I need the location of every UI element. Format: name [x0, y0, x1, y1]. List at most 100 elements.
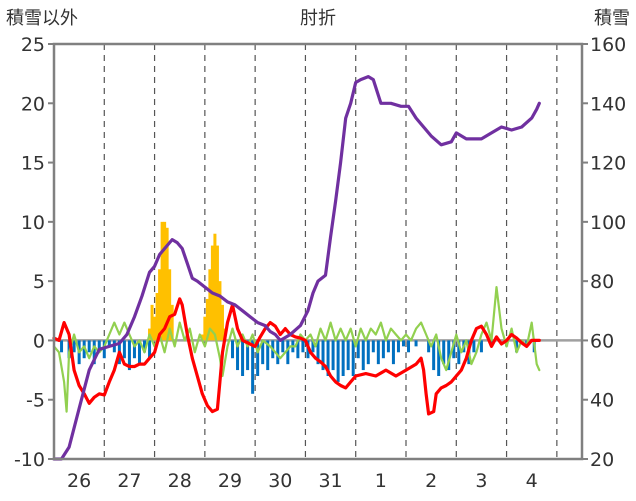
- left-tick-label-0: 25: [21, 34, 45, 56]
- x-tick-label-29: 29: [218, 470, 242, 492]
- snow_change-bar-7: [97, 340, 101, 353]
- snow_change-bar-68: [515, 340, 519, 353]
- left-axis-ticks: 25 20 15 10 5 0 -5 -10: [14, 34, 54, 471]
- snow_change-bar-23: [256, 340, 260, 376]
- plot-border: [52, 42, 584, 461]
- precipitation-bar-4: [158, 269, 162, 341]
- snow_change-bar-22: [251, 340, 255, 394]
- snow_change-bar-34: [311, 340, 315, 353]
- precipitation-bar-17: [218, 281, 222, 341]
- snow_change-bar-61: [457, 340, 461, 365]
- precipitation-bar-6: [163, 221, 167, 341]
- precipitation-bar-10: [200, 334, 204, 341]
- snow_change-bar-28: [281, 340, 285, 353]
- right-tick-label-5: 60: [590, 330, 614, 352]
- snow_change-bar-25: [266, 340, 270, 371]
- snow_change-bar-32: [301, 340, 305, 353]
- precipitation-bar-9: [170, 304, 174, 341]
- snow_change-bar-13: [127, 340, 131, 371]
- snow_change-bar-20: [241, 340, 245, 376]
- snow_change-bar-27: [276, 340, 280, 365]
- snow_change-bar-51: [396, 340, 400, 353]
- snow_change-bar-31: [296, 340, 300, 359]
- precipitation-bar-7: [165, 227, 169, 341]
- snow_change-bar-5: [87, 340, 91, 353]
- snow_change-bar-24: [261, 340, 265, 365]
- precipitation-bar-3: [155, 293, 159, 341]
- snow_change-bar-15: [137, 340, 141, 365]
- x-tick-label-27: 27: [117, 470, 141, 492]
- snow_change-bar-58: [442, 340, 446, 365]
- precipitation-bar-13: [208, 269, 212, 341]
- x-tick-label-1: 1: [375, 470, 387, 492]
- x-tick-label-31: 31: [318, 470, 342, 492]
- left-tick-label-1: 20: [21, 93, 45, 115]
- snow_depth-line: [52, 75, 541, 461]
- snow_change-bar-54: [414, 340, 418, 347]
- snow_change-bar-65: [479, 340, 483, 353]
- snow_change-bar-59: [447, 340, 451, 371]
- snow_change-bar-19: [236, 340, 240, 371]
- precipitation-bar-12: [205, 298, 209, 341]
- snow_change-bar-41: [346, 340, 350, 371]
- snow_change-bar-60: [452, 340, 456, 359]
- snow_change-bar-49: [386, 340, 390, 353]
- snow_change-bar-18: [231, 340, 235, 359]
- right-tick-label-0: 160: [590, 34, 626, 56]
- x-tick-label-2: 2: [425, 470, 437, 492]
- snow_change-bar-42: [351, 340, 355, 376]
- snow_change-bar-0: [60, 340, 64, 353]
- line-layer: [52, 75, 541, 461]
- precipitation-bar-11: [203, 316, 207, 341]
- left-axis-title: 積雪以外: [6, 8, 78, 29]
- x-tick-label-28: 28: [168, 470, 192, 492]
- snow_change-bar-6: [92, 340, 96, 365]
- snow_change-bar-21: [246, 340, 250, 371]
- left-tick-label-4: 5: [33, 271, 45, 293]
- snow_change-bar-37: [326, 340, 330, 376]
- snow_change-bar-64: [472, 340, 476, 353]
- right-tick-label-6: 40: [590, 390, 614, 412]
- snow_change-bar-56: [432, 340, 436, 371]
- snow_change-bar-16: [143, 340, 147, 353]
- snow_change-bar-46: [371, 340, 375, 353]
- snow_change-bar-57: [437, 340, 441, 376]
- temperature-line: [52, 297, 541, 416]
- snow_change-bar-9: [107, 340, 111, 347]
- right-tick-label-4: 80: [590, 271, 614, 293]
- snow_change-bar-52: [401, 340, 405, 347]
- precipitation-bar-16: [215, 245, 219, 341]
- snow_change-bar-43: [356, 340, 360, 359]
- snow_change-bar-2: [72, 340, 76, 353]
- snow_change-bar-44: [361, 340, 365, 371]
- x-axis-ticks: 26 27 28 29 30 31 1 2 3 4: [67, 470, 538, 492]
- left-tick-label-7: -10: [14, 449, 45, 471]
- right-tick-label-1: 140: [590, 93, 626, 115]
- precipitation-bar-1: [150, 304, 154, 341]
- plot-frame: [52, 42, 584, 461]
- snow_change-bar-50: [391, 340, 395, 365]
- right-tick-label-7: 20: [590, 449, 614, 471]
- right-tick-label-2: 120: [590, 153, 626, 175]
- left-tick-label-5: 0: [33, 330, 45, 352]
- left-tick-label-2: 15: [21, 153, 45, 175]
- precipitation-bar-18: [220, 304, 224, 341]
- x-tick-label-3: 3: [475, 470, 487, 492]
- snow_change-bar-36: [321, 340, 325, 371]
- snow_change-bar-53: [407, 340, 411, 353]
- snow_change-bar-39: [336, 340, 340, 382]
- snow_change-bar-14: [132, 340, 136, 359]
- snow_change-bar-45: [366, 340, 370, 365]
- snow_change-bar-47: [376, 340, 380, 365]
- grid: [53, 44, 582, 459]
- left-tick-label-3: 10: [21, 212, 45, 234]
- x-tick-label-4: 4: [526, 470, 538, 492]
- snow_change-bar-12: [122, 340, 126, 359]
- temp_change-line: [52, 286, 541, 413]
- right-axis-ticks: 160 140 120 100 80 60 40 20: [582, 34, 626, 471]
- snow_change-bar-35: [316, 340, 320, 365]
- snow_change-bar-48: [381, 340, 385, 359]
- right-axis-title: 積雪: [594, 8, 630, 29]
